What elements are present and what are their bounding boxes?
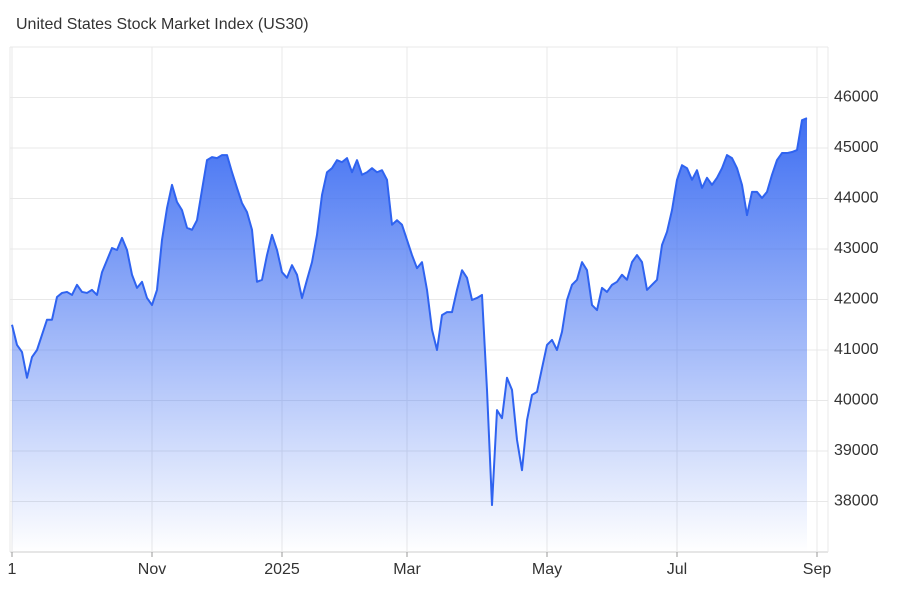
x-tick-label: Sep <box>803 561 832 578</box>
y-tick-label: 45000 <box>834 139 879 156</box>
y-tick-label: 41000 <box>834 341 879 358</box>
line <box>11 117 808 507</box>
y-tick-label: 38000 <box>834 493 879 510</box>
y-tick-label: 44000 <box>834 190 879 207</box>
area <box>12 118 807 552</box>
y-tick-label: 39000 <box>834 442 879 459</box>
y-tick-label: 42000 <box>834 291 879 308</box>
x-tick-label: Jul <box>667 561 687 578</box>
y-tick-label: 43000 <box>834 240 879 257</box>
chart-title: United States Stock Market Index (US30) <box>16 16 309 33</box>
x-tick-label: 2025 <box>264 561 300 578</box>
x-tick-label: May <box>532 561 562 578</box>
y-tick-label: 40000 <box>834 392 879 409</box>
x-tick-label: Mar <box>393 561 421 578</box>
x-tick-label: Nov <box>138 561 166 578</box>
y-tick-label: 46000 <box>834 89 879 106</box>
x-tick-label: 1 <box>8 561 17 578</box>
